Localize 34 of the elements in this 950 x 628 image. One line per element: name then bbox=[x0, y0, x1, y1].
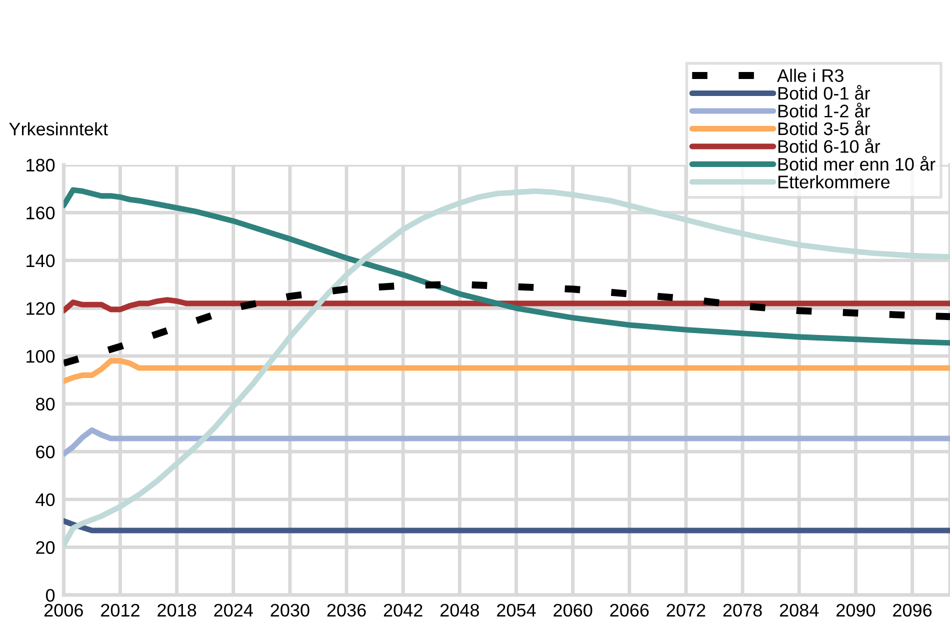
legend-label: Alle i R3 bbox=[777, 68, 844, 82]
legend-label: Botid 0-1 år bbox=[778, 85, 870, 100]
x-tick-label: 2084 bbox=[780, 604, 819, 617]
x-tick-label: 2054 bbox=[497, 604, 536, 617]
y-tick-label: 180 bbox=[26, 158, 55, 172]
x-tick-label: 2012 bbox=[101, 604, 140, 617]
y-axis-title: Yrkesinntekt bbox=[9, 122, 108, 136]
y-tick-label: 60 bbox=[36, 446, 55, 458]
x-tick-label: 2078 bbox=[723, 604, 762, 617]
y-tick-label: 0 bbox=[46, 588, 55, 602]
x-tick-label: 2006 bbox=[44, 604, 83, 617]
y-tick-label: 120 bbox=[26, 302, 55, 315]
legend-label: Botid 3-5 år bbox=[778, 120, 870, 136]
x-tick-label: 2036 bbox=[327, 604, 366, 617]
x-tick-label: 2024 bbox=[214, 604, 253, 617]
x-tick-label: 2066 bbox=[610, 604, 649, 617]
y-tick-label: 20 bbox=[36, 541, 55, 554]
x-tick-label: 2090 bbox=[836, 604, 876, 617]
x-tick-label: 2096 bbox=[893, 604, 932, 617]
x-tick-label: 2060 bbox=[554, 604, 592, 617]
y-tick-label: 80 bbox=[36, 398, 55, 411]
y-tick-label: 100 bbox=[26, 350, 55, 363]
legend-label: Etterkommere bbox=[778, 175, 890, 188]
y-tick-label: 140 bbox=[26, 254, 55, 268]
y-tick-label: 40 bbox=[36, 493, 55, 506]
x-tick-label: 2042 bbox=[384, 604, 422, 617]
x-tick-label: 2018 bbox=[158, 604, 196, 617]
x-tick-label: 2048 bbox=[440, 604, 479, 617]
y-tick-label: 160 bbox=[26, 206, 55, 220]
legend-label: Botid mer enn 10 år bbox=[778, 156, 936, 171]
x-tick-label: 2072 bbox=[666, 604, 706, 617]
x-tick-label: 2030 bbox=[270, 604, 310, 617]
legend-label: Botid 6-10 år bbox=[778, 138, 880, 153]
legend-label: Botid 1-2 år bbox=[778, 102, 870, 118]
